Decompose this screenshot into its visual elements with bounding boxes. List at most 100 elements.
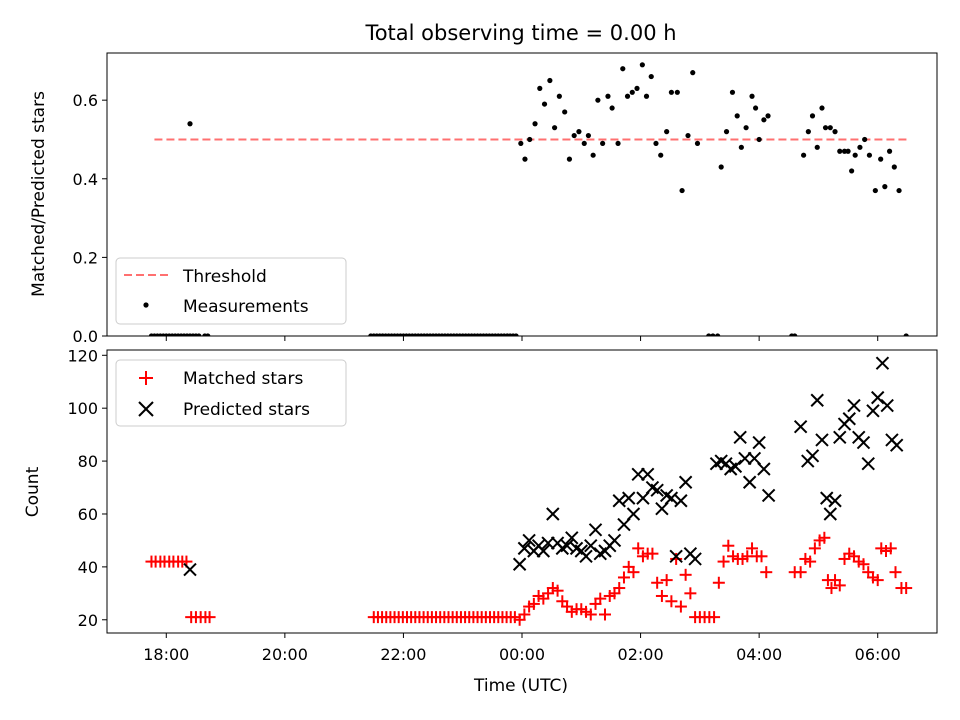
predicted-point-d2 bbox=[861, 457, 875, 471]
measurement-point bbox=[761, 117, 767, 123]
predicted-series bbox=[183, 356, 904, 577]
matched-point bbox=[584, 608, 597, 621]
threshold-legend-label: Threshold bbox=[182, 267, 267, 287]
measurement-point bbox=[685, 132, 691, 139]
predicted-point-d2 bbox=[546, 507, 560, 521]
predicted-point bbox=[820, 491, 834, 505]
predicted-point-d2 bbox=[866, 404, 880, 418]
predicted-point bbox=[579, 549, 593, 564]
predicted-point-d2 bbox=[626, 507, 641, 521]
predicted-point-d2 bbox=[640, 467, 655, 482]
predicted-point bbox=[631, 467, 645, 482]
predicted-point bbox=[607, 533, 622, 548]
measurement-point bbox=[605, 93, 611, 99]
predicted-point-d2 bbox=[669, 549, 683, 564]
predicted-point-d2 bbox=[793, 419, 808, 434]
bottom-x-tick-label: 06:00 bbox=[855, 645, 901, 664]
measurement-point bbox=[205, 333, 211, 336]
measurement-point bbox=[886, 148, 893, 154]
predicted-point-d2 bbox=[714, 454, 728, 468]
matched-point bbox=[804, 555, 817, 568]
measurement-point bbox=[882, 184, 888, 190]
x-axis-label: Time (UTC) bbox=[473, 676, 568, 696]
measurement-point bbox=[537, 85, 543, 91]
measurement-point bbox=[562, 109, 568, 115]
measurement-point bbox=[738, 144, 744, 150]
measurements-legend-label: Measurements bbox=[183, 297, 309, 317]
measurement-point bbox=[187, 121, 193, 127]
top-legend-frame bbox=[115, 257, 347, 325]
bottom-y-tick-label: 40 bbox=[78, 558, 98, 577]
measurement-point bbox=[615, 140, 621, 147]
matched-legend-label: Matched stars bbox=[183, 369, 303, 389]
predicted-point bbox=[617, 517, 631, 532]
predicted-point-d2 bbox=[761, 488, 776, 503]
measurement-point bbox=[595, 97, 601, 103]
predicted-point-d2 bbox=[833, 430, 847, 444]
measurement-point bbox=[852, 152, 858, 158]
measurement-point bbox=[896, 187, 902, 194]
predicted-point-d2 bbox=[612, 494, 626, 508]
predicted-point-d2 bbox=[659, 488, 674, 503]
bottom-x-tick-label: 00:00 bbox=[499, 645, 545, 664]
predicted-point bbox=[669, 549, 683, 564]
measurement-point bbox=[571, 132, 577, 139]
predicted-point-d2 bbox=[664, 491, 679, 505]
matched-point bbox=[712, 576, 725, 589]
matched-point bbox=[755, 550, 768, 563]
measurement-point bbox=[639, 62, 645, 68]
predicted-point bbox=[640, 467, 655, 482]
predicted-point-d2 bbox=[752, 435, 766, 450]
bottom-y-tick-label: 20 bbox=[78, 611, 98, 630]
predicted-legend-swatch bbox=[138, 401, 154, 417]
measurement-point bbox=[590, 152, 596, 158]
measurement-point bbox=[679, 187, 685, 194]
matched-point bbox=[203, 611, 216, 624]
measurement-point bbox=[624, 93, 631, 99]
measurement-point bbox=[845, 148, 851, 154]
predicted-point-d2 bbox=[842, 412, 856, 426]
matched-point bbox=[551, 584, 564, 597]
measurement-point bbox=[723, 129, 730, 135]
predicted-point bbox=[866, 404, 880, 418]
measurement-point bbox=[620, 66, 626, 72]
bottom-x-tick-label: 20:00 bbox=[262, 645, 308, 664]
measurement-point bbox=[729, 89, 736, 95]
predicted-point bbox=[738, 451, 752, 466]
bottom-y-tick-label: 120 bbox=[67, 346, 98, 365]
top-chart-title: Total observing time = 0.00 h bbox=[364, 21, 676, 45]
predicted-point-d2 bbox=[733, 430, 747, 444]
predicted-point bbox=[842, 412, 856, 426]
predicted-point-d2 bbox=[820, 491, 834, 505]
matched-point bbox=[674, 600, 687, 613]
measurement-point bbox=[743, 125, 749, 131]
predicted-point-d2 bbox=[622, 491, 636, 505]
predicted-point-d2 bbox=[678, 475, 693, 489]
measurement-point bbox=[832, 129, 838, 135]
predicted-point bbox=[875, 356, 890, 370]
predicted-point bbox=[678, 475, 693, 489]
matched-point bbox=[871, 574, 884, 587]
measurement-point bbox=[866, 152, 873, 158]
predicted-point-d2 bbox=[517, 541, 532, 556]
matched-point bbox=[617, 571, 630, 584]
predicted-point bbox=[728, 459, 743, 474]
measurement-point bbox=[814, 144, 820, 150]
measurement-point bbox=[872, 187, 878, 194]
measurement-point bbox=[674, 89, 680, 95]
measurement-point bbox=[196, 333, 202, 336]
bottom-x-tick-label: 02:00 bbox=[618, 645, 664, 664]
measurement-point bbox=[819, 105, 825, 111]
matched-point bbox=[794, 566, 807, 579]
predicted-point bbox=[655, 501, 669, 516]
predicted-point bbox=[522, 533, 536, 548]
predicted-point-d2 bbox=[607, 533, 622, 548]
predicted-point bbox=[536, 544, 551, 558]
matched-point bbox=[655, 589, 668, 602]
matched-point bbox=[660, 574, 673, 587]
measurement-point bbox=[822, 125, 829, 131]
predicted-point bbox=[636, 491, 650, 505]
measurement-point bbox=[827, 125, 833, 131]
measurement-point bbox=[658, 152, 664, 158]
predicted-point bbox=[871, 390, 885, 405]
